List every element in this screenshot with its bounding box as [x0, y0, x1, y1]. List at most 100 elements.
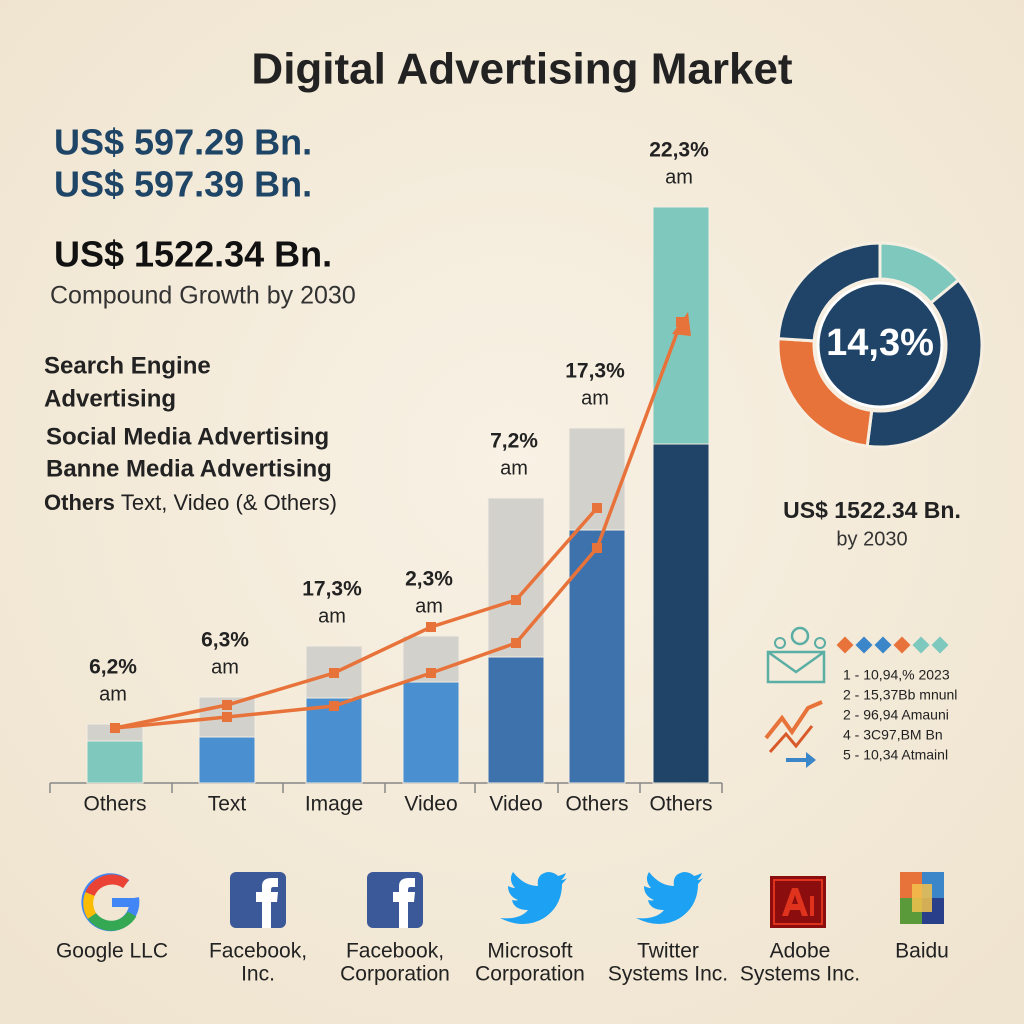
- bar-label-unit: am: [99, 683, 127, 705]
- arrow-head: [672, 312, 691, 336]
- bar-label-unit: am: [665, 166, 693, 188]
- facebook-logo: [367, 872, 423, 928]
- bar-label-unit: am: [415, 595, 443, 617]
- segment: Search Engine: [44, 352, 211, 379]
- legend-icons: [764, 626, 949, 768]
- bar-label-unit: am: [581, 387, 609, 409]
- bar-segment: [86, 740, 144, 784]
- google-logo: [81, 873, 140, 932]
- logo-part: [773, 879, 823, 925]
- x-tick-label: Others: [565, 793, 628, 816]
- logo-part: [912, 884, 932, 912]
- donut-slice: [776, 241, 882, 343]
- line-marker: [329, 701, 339, 711]
- logo-part: [85, 874, 129, 897]
- bar-label-unit: am: [318, 605, 346, 627]
- trend-icon: [768, 725, 814, 753]
- segment-rest: Text, Video (& Others): [121, 490, 337, 515]
- facebook-logo: [230, 872, 286, 928]
- line-marker: [426, 668, 436, 678]
- bar-label-unit: am: [211, 656, 239, 678]
- x-tick-label: Text: [208, 793, 247, 816]
- legend-item: 5 - 10,34 Atmainl: [843, 747, 948, 763]
- x-tick-label: Video: [404, 793, 457, 816]
- company-name: Facebook,: [209, 940, 307, 963]
- diamond: [836, 636, 854, 654]
- legend-item: 2 - 96,94 Amauni: [843, 707, 949, 723]
- trend-icon: [764, 700, 823, 740]
- company-name: Facebook,: [346, 940, 444, 963]
- baidu-logo: [900, 872, 944, 924]
- bar-label-rate: 2,3%: [405, 568, 453, 591]
- company-name: Twitter: [637, 940, 699, 963]
- segment: Social Media Advertising: [46, 423, 329, 450]
- company-name: Baidu: [895, 940, 949, 963]
- company-name: Corporation: [340, 963, 450, 986]
- bar-label-rate: 7,2%: [490, 430, 538, 453]
- twitter-logo: [636, 872, 703, 924]
- logo-part: [256, 878, 278, 928]
- line-marker: [511, 595, 521, 605]
- x-tick-label: Image: [305, 793, 363, 816]
- stat: US$ 597.29 Bn.: [54, 122, 312, 163]
- x-tick-label: Video: [489, 793, 542, 816]
- icon-dot: [790, 626, 810, 646]
- stat: US$ 1522.34 Bn.: [54, 234, 332, 275]
- bar-label-rate: 17,3%: [565, 360, 625, 383]
- bar-label-rate: 6,2%: [89, 656, 137, 679]
- diamonds: [836, 636, 949, 654]
- bar-segment: [568, 529, 626, 784]
- adobe-logo: [770, 876, 826, 928]
- company-name: Adobe: [770, 940, 831, 963]
- segment: Banne Media Advertising: [46, 455, 332, 482]
- bar-segment: [402, 681, 460, 784]
- segment: Advertising: [44, 385, 176, 412]
- segment-bold: Others: [44, 490, 115, 515]
- logo-part: [393, 878, 415, 928]
- donut-footer-value: US$ 1522.34 Bn.: [783, 497, 961, 523]
- logo-part: [83, 892, 97, 919]
- bar-label-unit: am: [500, 457, 528, 479]
- logo-part: [782, 888, 808, 916]
- company-name: Microsoft: [487, 940, 572, 963]
- stat-note: Compound Growth by 2030: [50, 282, 356, 310]
- donut-center: [816, 281, 944, 409]
- segment: Others Text, Video (& Others): [44, 490, 337, 515]
- icon-dot: [814, 637, 826, 649]
- diamond: [855, 636, 873, 654]
- line-marker: [426, 622, 436, 632]
- line-series: [114, 506, 599, 730]
- diamond: [874, 636, 892, 654]
- arrow-icon: [786, 752, 816, 768]
- bar-segment: [305, 697, 363, 784]
- logo-part: [112, 898, 138, 907]
- donut-center-label: 14,3%: [826, 322, 934, 364]
- bar-segment: [487, 656, 545, 784]
- logo-part: [810, 896, 814, 916]
- line-marker: [222, 712, 232, 722]
- logo-part: [87, 911, 137, 931]
- envelope-icon: [767, 650, 825, 674]
- envelope-icon: [766, 650, 826, 684]
- title: Digital Advertising Market: [251, 45, 792, 94]
- donut-slice: [865, 277, 984, 449]
- twitter-logo: [500, 872, 567, 924]
- x-tick-label: Others: [649, 793, 712, 816]
- line-marker: [329, 668, 339, 678]
- bar-label-rate: 22,3%: [649, 139, 709, 162]
- donut-footer-note: by 2030: [836, 528, 907, 550]
- bar-segment: [568, 427, 626, 531]
- diamond: [893, 636, 911, 654]
- legend-item: 1 - 10,94,% 2023: [843, 667, 950, 683]
- bar-segment: [198, 736, 256, 784]
- diamond: [931, 636, 949, 654]
- line-marker: [511, 638, 521, 648]
- logos: [81, 872, 944, 932]
- x-tick-label: Others: [83, 793, 146, 816]
- company-name: Systems Inc.: [740, 963, 860, 986]
- bar-segment: [652, 443, 710, 784]
- bar-label-rate: 17,3%: [302, 578, 362, 601]
- company-name: Systems Inc.: [608, 963, 728, 986]
